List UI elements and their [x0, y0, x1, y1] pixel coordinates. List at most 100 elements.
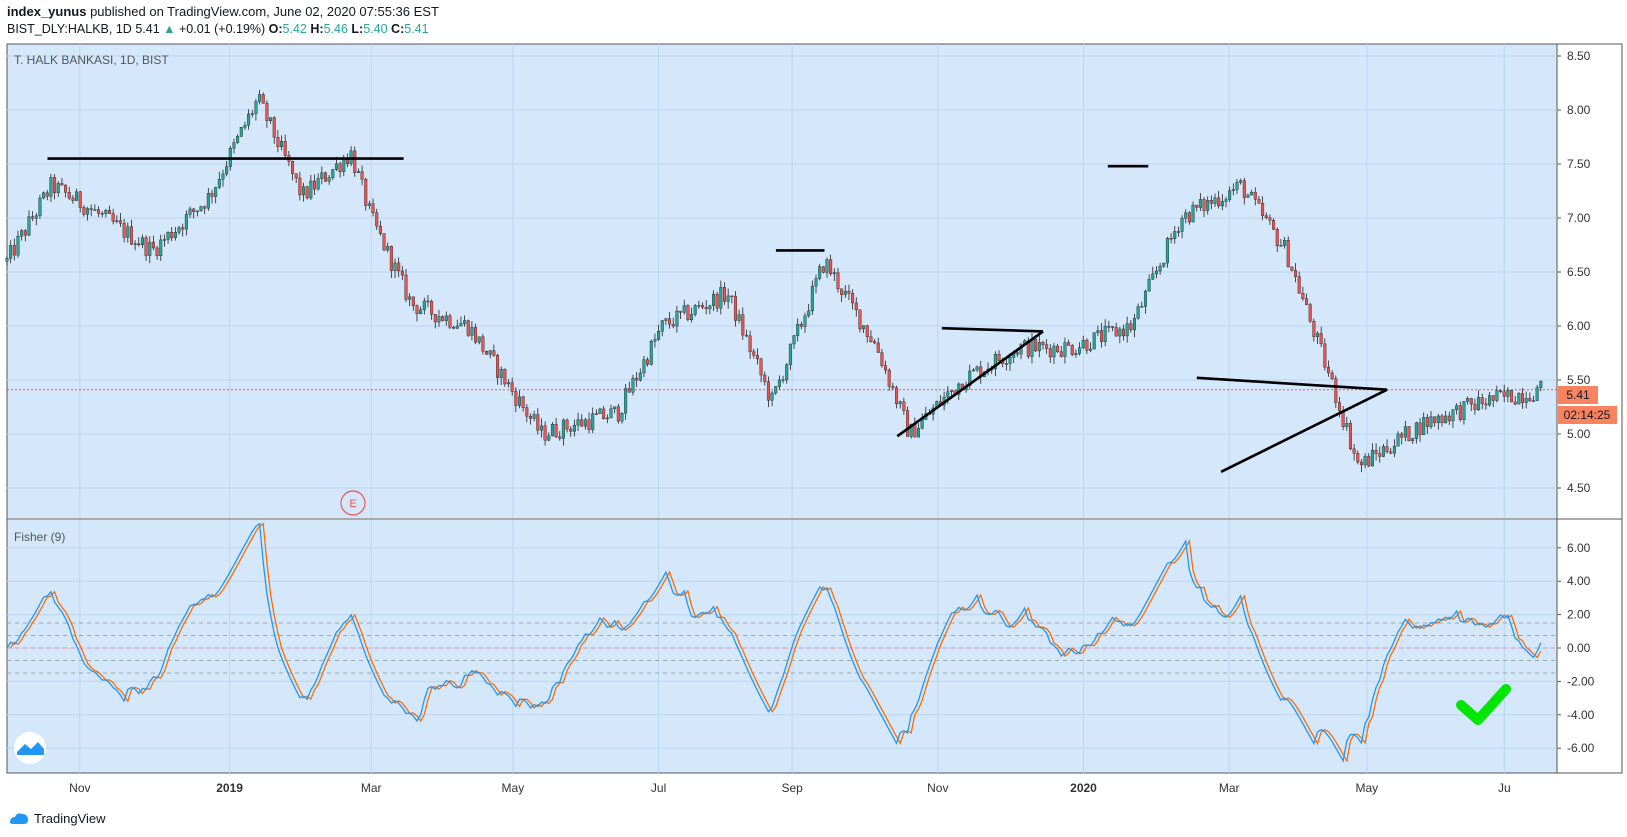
price-change: +0.01 (+0.19%) — [179, 22, 266, 36]
candle-body — [323, 172, 327, 182]
candle-body — [1092, 332, 1096, 350]
candle-body — [78, 191, 82, 208]
candle-body — [869, 336, 873, 342]
candle-body — [97, 209, 101, 214]
candle-body — [148, 241, 152, 256]
candle-body — [993, 354, 997, 370]
candle-body — [444, 315, 448, 321]
candle-body — [1488, 395, 1492, 406]
x-tick-label: Sep — [781, 781, 803, 795]
candle-body — [34, 215, 38, 219]
candle-body — [276, 136, 280, 148]
candle-body — [968, 370, 972, 386]
candle-body — [265, 103, 269, 121]
candle-body — [701, 305, 705, 308]
candle-body — [671, 323, 675, 327]
y-tick-label: 5.50 — [1567, 373, 1591, 387]
candle-body — [572, 424, 576, 432]
candle-body — [378, 225, 382, 234]
candle-body — [1272, 220, 1276, 230]
candle-body — [536, 414, 540, 431]
earnings-event-marker[interactable]: E — [340, 490, 366, 516]
candle-body — [422, 300, 426, 310]
candle-body — [1510, 389, 1514, 403]
candle-body — [583, 419, 587, 427]
candle-body — [151, 241, 155, 249]
candle-body — [250, 113, 254, 115]
candle-body — [1301, 292, 1305, 299]
candle-body — [503, 368, 507, 385]
candle-body — [997, 354, 1001, 362]
author-name[interactable]: index_yunus — [7, 4, 87, 19]
candle-body — [38, 197, 42, 216]
candle-body — [1239, 180, 1243, 183]
candle-body — [697, 305, 701, 307]
candle-body — [704, 307, 708, 310]
candle-body — [507, 382, 511, 385]
tradingview-logo-icon[interactable] — [14, 732, 46, 764]
candle-body — [1253, 191, 1257, 200]
candle-body — [1045, 344, 1049, 349]
candle-body — [49, 177, 53, 197]
candle-body — [836, 272, 840, 290]
candle-body — [1480, 397, 1484, 405]
candle-body — [1381, 446, 1385, 457]
candle-body — [949, 390, 953, 392]
candle-body — [594, 413, 598, 415]
candle-body — [400, 270, 404, 276]
candle-body — [730, 295, 734, 298]
earnings-marker-label: E — [349, 498, 356, 510]
tradingview-cloud-icon — [10, 813, 28, 824]
x-tick-label: Nov — [927, 781, 948, 795]
candle-body — [1096, 330, 1100, 333]
candle-body — [1433, 416, 1437, 423]
x-tick-label: Mar — [1219, 781, 1240, 795]
y-tick-label: 6.50 — [1567, 265, 1591, 279]
candle-body — [1169, 237, 1173, 240]
candle-body — [1147, 278, 1151, 292]
candle-body — [657, 331, 661, 340]
candle-body — [616, 406, 620, 422]
candle-body — [737, 314, 741, 321]
candle-body — [247, 113, 251, 126]
candle-body — [1403, 426, 1407, 438]
candle-body — [16, 235, 20, 256]
candle-body — [840, 288, 844, 295]
candle-body — [909, 423, 913, 437]
candle-body — [1477, 397, 1481, 410]
y-tick-label: 4.50 — [1567, 481, 1591, 495]
candle-body — [258, 94, 262, 102]
candle-body — [441, 316, 445, 321]
candle-body — [338, 163, 342, 172]
candle-body — [686, 305, 690, 321]
candle-body — [342, 159, 346, 172]
candle-body — [82, 207, 86, 215]
candle-body — [305, 186, 309, 199]
candle-body — [430, 301, 434, 315]
candle-body — [891, 386, 895, 389]
candle-body — [408, 296, 412, 300]
candle-body — [1389, 451, 1393, 454]
ohlc-line: BIST_DLY:HALKB, 1D 5.41 ▲ +0.01 (+0.19%)… — [7, 22, 429, 36]
candle-body — [1469, 398, 1473, 405]
candle-body — [1074, 353, 1078, 355]
candle-body — [620, 412, 624, 422]
candle-body — [759, 358, 763, 376]
candle-body — [192, 208, 196, 212]
candle-body — [1491, 395, 1495, 401]
tradingview-footer[interactable]: TradingView — [8, 810, 106, 826]
candle-body — [1231, 189, 1235, 191]
candle-body — [554, 424, 558, 437]
candle-body — [766, 381, 770, 401]
candle-body — [312, 180, 316, 190]
candle-body — [433, 314, 437, 323]
ascending-trendline-1 — [896, 330, 1044, 438]
candle-body — [565, 419, 569, 430]
candle-body — [100, 213, 104, 215]
candle-body — [660, 320, 664, 332]
candle-body — [843, 290, 847, 295]
candle-body — [1495, 390, 1499, 401]
candle-body — [162, 239, 166, 241]
candle-body — [679, 310, 683, 313]
